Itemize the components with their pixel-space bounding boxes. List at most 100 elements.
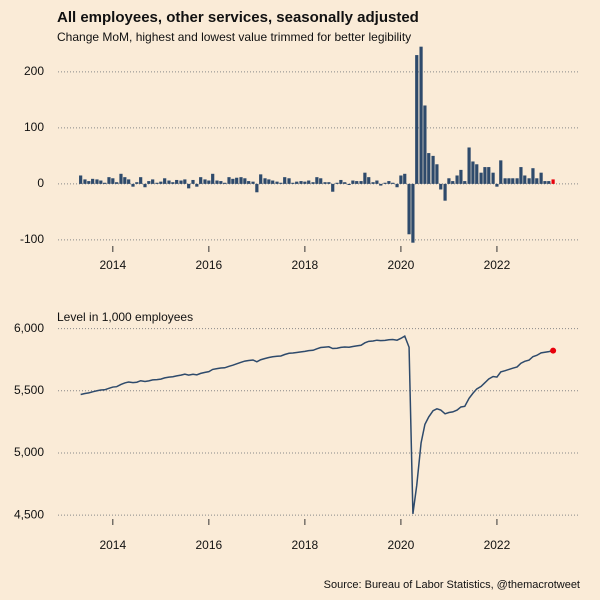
- bar: [299, 181, 303, 184]
- bar: [99, 180, 103, 184]
- bar: [383, 182, 387, 184]
- last-point: [550, 347, 557, 354]
- bar: [391, 182, 395, 184]
- bar: [167, 180, 171, 184]
- y-tick-label: 4,500: [14, 507, 44, 521]
- bar: [235, 177, 239, 184]
- y-tick-label: 6,000: [14, 321, 44, 335]
- bar: [295, 181, 299, 184]
- bar: [207, 180, 211, 184]
- bar: [95, 179, 99, 184]
- bar: [499, 160, 503, 184]
- bar: [175, 179, 179, 184]
- bar: [107, 177, 111, 184]
- bar: [287, 178, 291, 184]
- bar: [307, 180, 311, 184]
- bar: [523, 175, 527, 184]
- bar: [487, 167, 491, 184]
- bar: [147, 181, 151, 184]
- source: Source: Bureau of Labor Statistics, @the…: [324, 579, 580, 591]
- bar: [311, 182, 315, 184]
- bar: [275, 181, 279, 184]
- bar: [355, 181, 359, 184]
- bar: [479, 172, 483, 184]
- bar: [191, 179, 195, 184]
- bar: [151, 179, 155, 184]
- bar: [503, 178, 507, 184]
- bar: [263, 178, 267, 184]
- bar: [363, 172, 367, 184]
- bar: [379, 183, 383, 186]
- bar: [491, 172, 495, 184]
- bar: [255, 183, 259, 193]
- bar: [179, 180, 183, 184]
- bar: [375, 180, 379, 184]
- chart-title: All employees, other services, seasonall…: [57, 9, 419, 26]
- bar: [419, 46, 423, 184]
- bar: [87, 181, 91, 184]
- bar: [435, 164, 439, 184]
- x-tick-label: 2016: [195, 258, 222, 272]
- bar: [267, 179, 271, 184]
- x-tick-label: 2022: [484, 538, 511, 552]
- bar: [399, 175, 403, 184]
- bar: [367, 177, 371, 184]
- bar: [135, 182, 139, 184]
- bar: [219, 181, 223, 184]
- x-tick-label: 2022: [484, 258, 511, 272]
- x-tick-label: 2014: [99, 258, 126, 272]
- x-tick-label: 2018: [292, 538, 319, 552]
- bar: [547, 181, 551, 184]
- bar: [111, 178, 115, 184]
- bar: [339, 179, 343, 184]
- bar: [183, 179, 187, 184]
- y-tick-label: 0: [37, 176, 44, 190]
- bar: [251, 181, 255, 184]
- bar: [335, 182, 339, 184]
- bar: [343, 182, 347, 184]
- bar: [203, 179, 207, 184]
- bar: [451, 181, 455, 184]
- bar: [171, 182, 175, 184]
- bar: [123, 177, 127, 184]
- bar: [447, 178, 451, 184]
- bar: [247, 181, 251, 184]
- line: [80, 335, 554, 514]
- bar: [243, 178, 247, 184]
- bar: [443, 183, 447, 201]
- bar: [231, 178, 235, 184]
- chart-subtitle: Change MoM, highest and lowest value tri…: [57, 30, 411, 44]
- bar: [515, 178, 519, 184]
- y-tick-label: -100: [20, 232, 44, 246]
- bar: [415, 55, 419, 184]
- bar: [91, 178, 95, 184]
- bar: [459, 169, 463, 184]
- bar: [239, 177, 243, 184]
- bar: [139, 177, 143, 184]
- bar: [395, 183, 399, 188]
- bar: [507, 178, 511, 184]
- y-tick-label: 5,500: [14, 383, 44, 397]
- bar: [271, 180, 275, 184]
- bar: [103, 182, 107, 184]
- y-tick-label: 200: [24, 64, 44, 78]
- bar: [463, 181, 467, 184]
- bar: [159, 181, 163, 184]
- bar: [291, 182, 295, 184]
- x-tick-label: 2020: [388, 258, 415, 272]
- bar: [407, 183, 411, 235]
- bar: [351, 180, 355, 184]
- bar: [531, 168, 535, 184]
- bar: [423, 105, 427, 184]
- bar: [283, 177, 287, 184]
- x-tick-label: 2018: [292, 258, 319, 272]
- bar: [143, 183, 147, 188]
- bar: [403, 173, 407, 184]
- bar: [387, 181, 391, 184]
- bar: [303, 181, 307, 184]
- bar: [551, 179, 555, 184]
- y-tick-label: 5,000: [14, 445, 44, 459]
- bar: [323, 182, 327, 184]
- bar: [279, 182, 283, 184]
